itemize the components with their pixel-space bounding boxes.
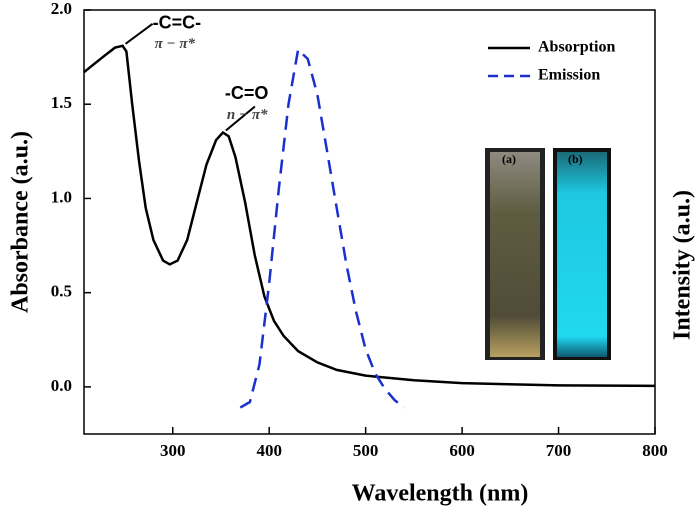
annotation-sub: π − π* xyxy=(155,36,196,52)
x-axis-label: Wavelength (nm) xyxy=(352,481,529,507)
legend-label: Emission xyxy=(538,67,600,84)
x-tick-label: 700 xyxy=(546,441,572,460)
y-tick-label: 2.0 xyxy=(51,0,72,18)
annotation-arrow xyxy=(124,23,154,45)
inset-label: (a) xyxy=(502,152,516,166)
x-tick-label: 500 xyxy=(353,441,379,460)
x-tick-label: 400 xyxy=(256,441,282,460)
annotation-sub: n − π* xyxy=(227,107,268,123)
cuvette-a xyxy=(490,152,540,357)
line-series xyxy=(239,47,405,409)
plot-frame xyxy=(83,9,656,435)
x-tick-label: 600 xyxy=(449,441,475,460)
y-tick-label: 0.5 xyxy=(51,282,72,301)
y2-axis-label: Intensity (a.u.) xyxy=(670,190,696,340)
x-tick-label: 300 xyxy=(160,441,186,460)
inset-photo: (a) (b) xyxy=(485,148,611,360)
x-tick-label: 800 xyxy=(642,441,668,460)
inset-label: (b) xyxy=(568,152,583,166)
annotation-arrow xyxy=(225,105,256,132)
y-tick-label: 1.5 xyxy=(51,93,72,112)
y-tick-label: 1.0 xyxy=(51,187,72,206)
annotation: -C=O xyxy=(225,83,269,103)
cuvette-b xyxy=(557,152,607,357)
y-tick-label: 0.0 xyxy=(51,376,72,395)
line-series xyxy=(83,44,656,388)
legend-label: Absorption xyxy=(538,39,615,56)
annotation: -C=C- xyxy=(153,13,202,33)
y-axis-label: Absorbance (a.u.) xyxy=(8,131,34,313)
